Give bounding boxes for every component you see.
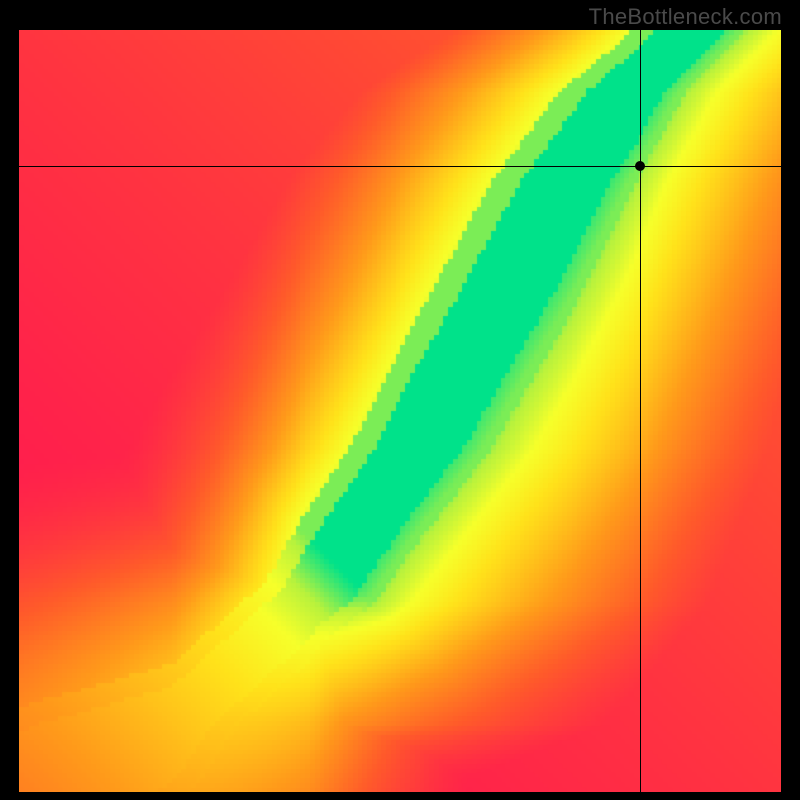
marker-dot [635,161,645,171]
heatmap-plot [19,30,781,792]
heatmap-canvas [19,30,781,792]
crosshair-horizontal [19,166,781,167]
watermark-text: TheBottleneck.com [589,4,782,30]
crosshair-vertical [640,30,641,792]
